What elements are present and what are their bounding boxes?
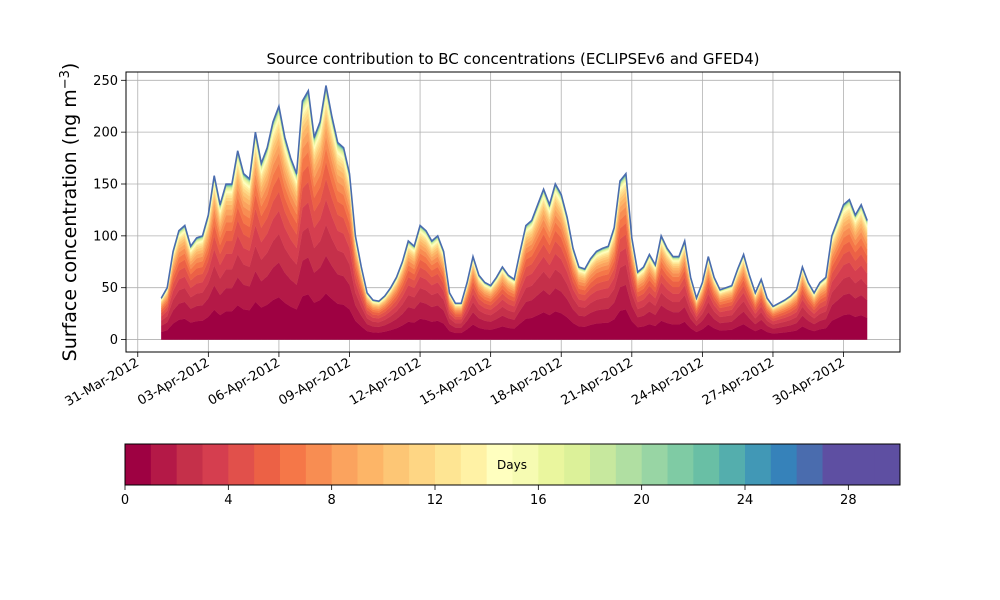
colorbar-segment [176,444,203,485]
colorbar-segment [202,444,229,485]
colorbar-segment [305,444,333,485]
colorbar-segment [564,444,591,485]
colorbar-segment [615,444,643,485]
colorbar-segment [228,444,255,485]
x-tick-label: 21-Apr-2012 [559,355,636,408]
x-axis: 31-Mar-201203-Apr-201206-Apr-201209-Apr-… [63,352,848,410]
colorbar-axis: 0 4 8 12 16 20 24 28 [121,485,857,508]
colorbar-segment [331,444,358,485]
colorbar-segment [254,444,281,485]
colorbar-tick-label: 0 [121,493,129,508]
colorbar-segment [796,444,823,485]
colorbar-tick-label: 28 [840,493,857,508]
colorbar-tick-label: 16 [530,493,547,508]
colorbar-segment [357,444,384,485]
colorbar-tick-label: 12 [427,493,444,508]
total-concentration-line [160,85,868,308]
y-axis-label-exponent: −3 [58,70,73,89]
x-tick-label: 12-Apr-2012 [347,355,424,408]
colorbar-segment [409,444,436,485]
colorbar-segment [719,444,746,485]
x-tick-label: 18-Apr-2012 [488,355,565,408]
colorbar [125,444,901,485]
y-axis-label-text: Surface concentration (ng m [59,89,81,361]
x-tick-label: 24-Apr-2012 [629,355,706,408]
colorbar-segment [822,444,849,485]
y-tick-label: 0 [110,333,118,348]
colorbar-segment [538,444,565,485]
colorbar-segment [150,444,178,485]
colorbar-segment [512,444,539,485]
y-axis: 0 50 100 150 200 250 [93,74,126,348]
colorbar-segment [874,444,901,485]
colorbar-segment [590,444,617,485]
y-axis-label-close: ) [59,63,81,70]
colorbar-segment [693,444,720,485]
y-tick-label: 200 [93,126,118,141]
colorbar-tick-label: 8 [328,493,336,508]
colorbar-segment [641,444,668,485]
y-axis-label: Surface concentration (ng m−3) [58,63,82,362]
colorbar-frame [124,443,901,486]
colorbar-segment [848,444,875,485]
colorbar-segment [770,444,798,485]
colorbar-segment [435,444,462,485]
x-tick-label: 31-Mar-2012 [63,355,142,409]
colorbar-segment [383,444,410,485]
colorbar-tick-label: 24 [737,493,754,508]
y-tick-label: 50 [101,281,118,296]
source-contribution-areas [161,85,868,340]
colorbar-segment [460,444,488,485]
x-tick-label: 03-Apr-2012 [135,355,212,408]
y-tick-label: 150 [93,178,118,193]
chart-title: Source contribution to BC concentrations… [266,50,759,68]
colorbar-segment [486,444,513,485]
x-tick-label: 06-Apr-2012 [206,355,283,408]
y-tick-label: 250 [93,74,118,89]
plot-frame [125,71,901,353]
x-tick-label: 15-Apr-2012 [418,355,495,408]
x-tick-label: 27-Apr-2012 [700,355,777,408]
x-tick-label: 30-Apr-2012 [770,355,847,408]
colorbar-segment [667,444,694,485]
colorbar-label: Days [497,458,527,472]
colorbar-tick-label: 4 [224,493,232,508]
colorbar-segment [125,444,152,485]
colorbar-segment [745,444,772,485]
x-tick-label: 09-Apr-2012 [276,355,353,408]
y-tick-label: 100 [93,229,118,244]
colorbar-segment [280,444,307,485]
colorbar-tick-label: 20 [633,493,650,508]
